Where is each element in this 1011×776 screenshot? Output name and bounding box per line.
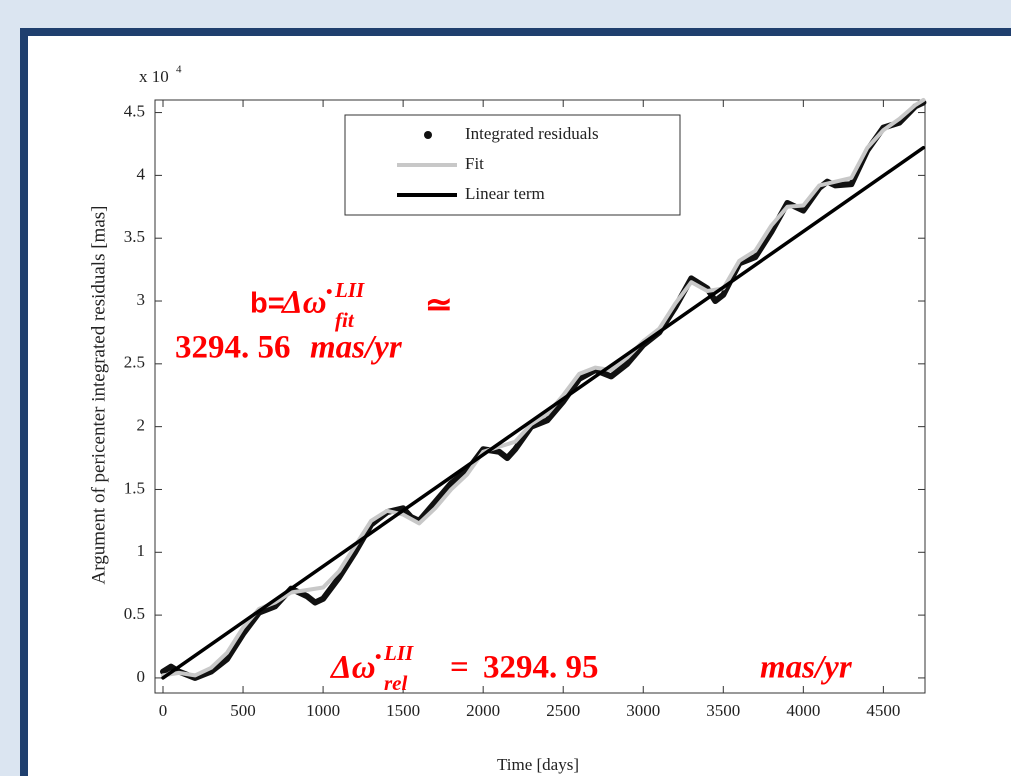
legend-label: Linear term <box>465 184 545 203</box>
annotation-text: 3294. 56 <box>175 330 291 366</box>
x-tick-label: 2500 <box>546 701 580 720</box>
series-line <box>161 145 926 680</box>
y-axis-label: Argument of pericenter integrated residu… <box>88 206 109 585</box>
y-tick-label: 0.5 <box>124 604 145 623</box>
x-tick-label: 2000 <box>466 701 500 720</box>
y-multiplier: x 10 <box>139 67 169 86</box>
annotation-text: 3294. 95 <box>483 650 599 686</box>
series-line <box>161 98 926 678</box>
annotation-text: fit <box>335 308 355 332</box>
y-tick-label: 2.5 <box>124 353 145 372</box>
legend-label: Fit <box>465 154 484 173</box>
x-tick-label: 4500 <box>866 701 900 720</box>
annotation-text: LII <box>383 641 414 665</box>
y-tick-label: 1 <box>137 541 146 560</box>
y-tick-label: 4.5 <box>124 101 145 120</box>
y-tick-label: 0 <box>137 667 146 686</box>
annotation-text: = <box>450 650 469 686</box>
x-axis-label: Time [days] <box>497 755 579 774</box>
legend-marker <box>424 131 432 139</box>
x-tick-label: 3000 <box>626 701 660 720</box>
y-tick-label: 2 <box>137 416 146 435</box>
x-tick-label: 0 <box>159 701 168 720</box>
annotation-text: mas/yr <box>760 650 853 686</box>
annotation-text: Δω̇ <box>329 650 382 686</box>
annotation-text: rel <box>384 671 407 695</box>
y-tick-label: 3 <box>137 290 146 309</box>
x-tick-label: 3500 <box>706 701 740 720</box>
annotation-text: b= <box>250 288 285 320</box>
y-tick-label: 1.5 <box>124 478 145 497</box>
annotation-text: LII <box>334 278 365 302</box>
y-tick-label: 4 <box>137 164 146 183</box>
y-multiplier-exponent: 4 <box>176 64 182 76</box>
annotation-text: ≃ <box>425 288 453 324</box>
x-tick-label: 1500 <box>386 701 420 720</box>
legend-label: Integrated residuals <box>465 124 599 143</box>
x-tick-label: 1000 <box>306 701 340 720</box>
x-tick-label: 4000 <box>786 701 820 720</box>
x-tick-label: 500 <box>230 701 256 720</box>
annotation-text: mas/yr <box>310 330 403 366</box>
annotation-text: Δω̇ <box>280 285 333 321</box>
y-tick-label: 3.5 <box>124 227 145 246</box>
